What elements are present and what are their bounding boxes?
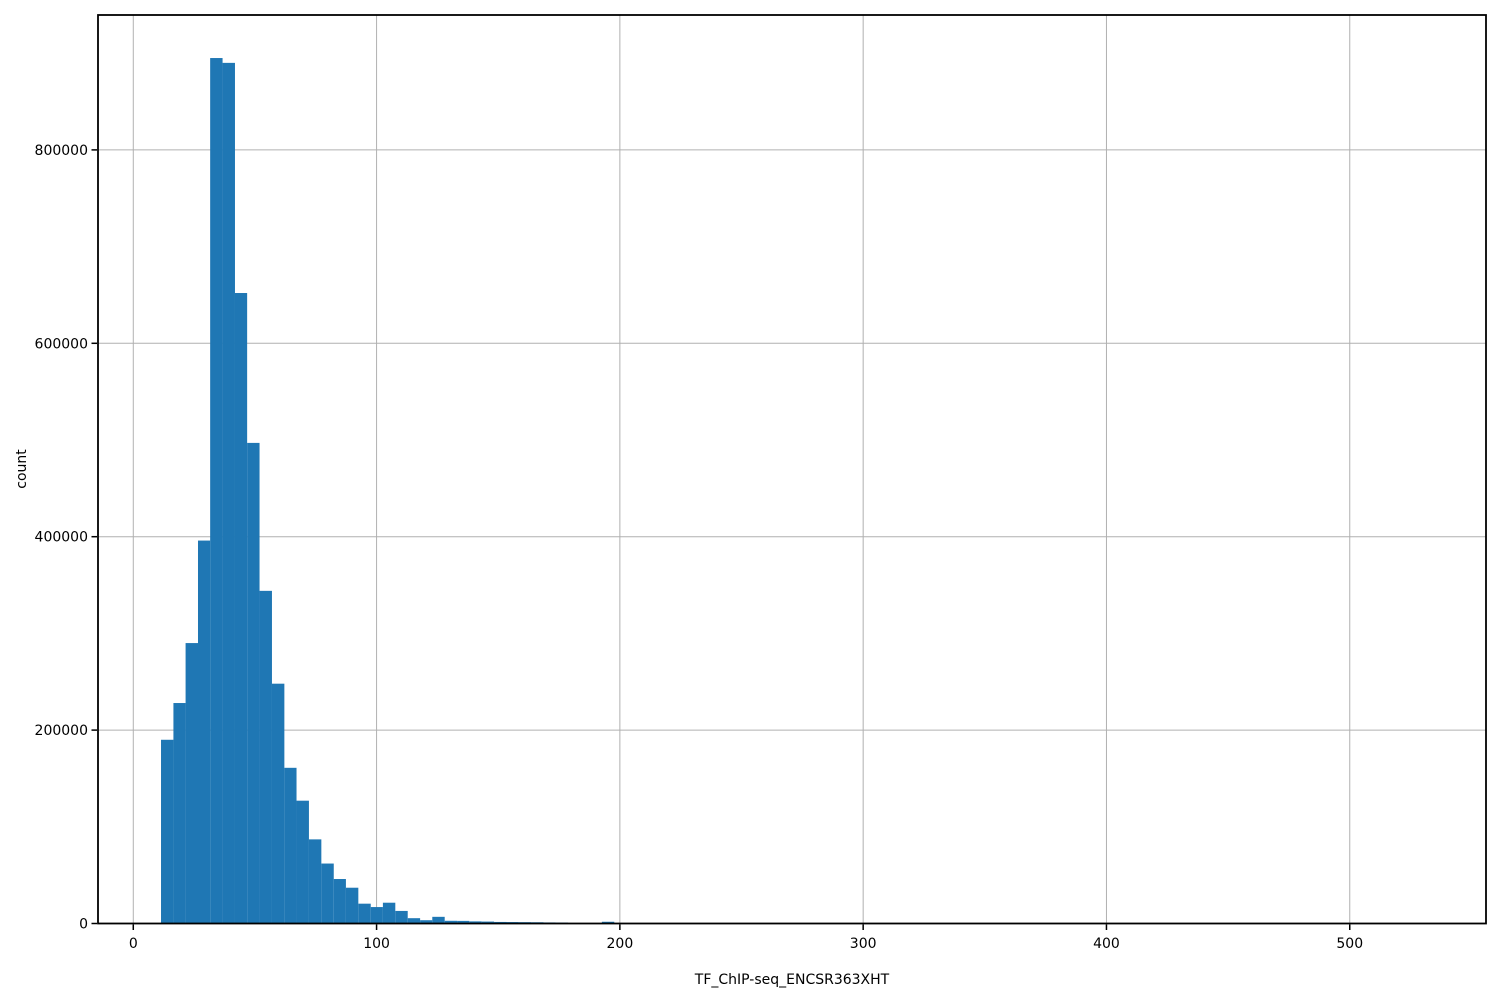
histogram-bar xyxy=(395,910,408,924)
histogram-bar xyxy=(469,921,482,924)
y-tick-label: 400000 xyxy=(35,530,88,546)
y-axis-label: count xyxy=(14,449,30,489)
y-tick-label: 200000 xyxy=(35,723,88,739)
histogram-bar xyxy=(185,643,198,924)
histogram-bar xyxy=(358,903,371,924)
x-tick-label: 200 xyxy=(607,936,634,952)
grid-lines xyxy=(98,15,1486,924)
x-tick-label: 400 xyxy=(1093,936,1120,952)
histogram-bar xyxy=(481,921,495,924)
histogram-bar xyxy=(173,703,186,924)
histogram-bar xyxy=(197,540,211,924)
x-axis-label: TF_ChIP-seq_ENCSR363XHT xyxy=(694,972,890,988)
histogram-bar xyxy=(247,442,260,924)
histogram-bar xyxy=(382,902,396,924)
histogram-bar xyxy=(222,62,235,924)
axis-ticks xyxy=(91,149,1351,930)
y-tick-label: 800000 xyxy=(35,143,88,159)
histogram-bar xyxy=(407,918,421,924)
histogram-bar xyxy=(345,887,359,924)
histogram-bars xyxy=(161,58,615,924)
histogram-bar xyxy=(308,839,322,924)
histogram-bar xyxy=(444,920,458,924)
histogram-bar xyxy=(321,863,334,924)
histogram-bar xyxy=(284,767,297,924)
histogram-bar xyxy=(457,920,470,924)
histogram-bar xyxy=(234,293,248,924)
histogram-bar xyxy=(432,916,445,924)
y-tick-label: 600000 xyxy=(35,336,88,352)
plot-border xyxy=(97,14,1487,925)
histogram-bar xyxy=(259,590,272,924)
x-tick-label: 500 xyxy=(1336,936,1363,952)
x-tick-label: 0 xyxy=(129,936,138,952)
y-tick-label: 0 xyxy=(79,917,88,933)
x-tick-label: 100 xyxy=(363,936,390,952)
x-tick-label: 300 xyxy=(850,936,877,952)
histogram-bar xyxy=(296,800,309,924)
histogram-bar xyxy=(420,920,433,924)
histogram-bar xyxy=(333,879,346,924)
axis-tick-labels: 0 100 200 300 400 500 0 200000 400000 600000 80000… xyxy=(35,143,1364,952)
histogram-bar xyxy=(370,907,383,924)
histogram-bar xyxy=(210,58,223,924)
histogram-bar xyxy=(271,683,285,924)
histogram-bar xyxy=(161,739,174,924)
